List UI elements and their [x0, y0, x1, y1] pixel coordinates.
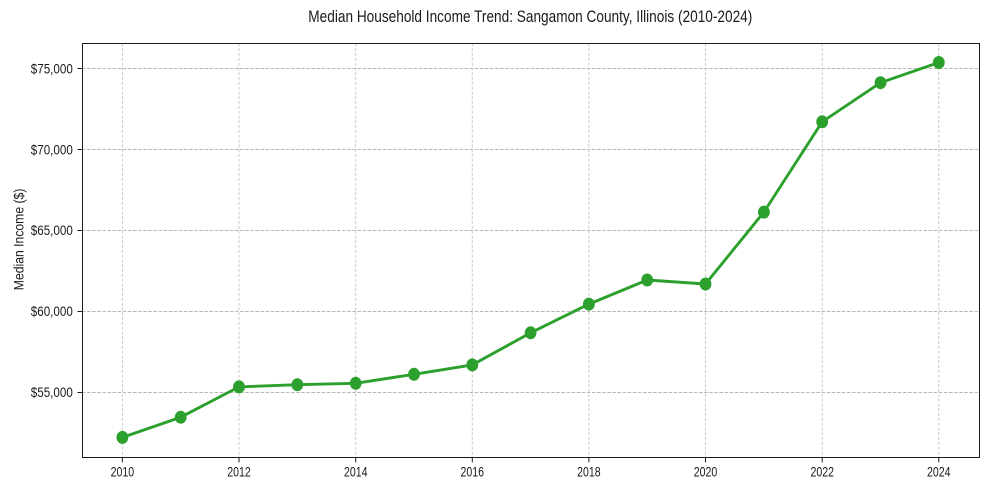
svg-text:Median Income ($): Median Income ($) [11, 189, 27, 291]
svg-text:2014: 2014 [344, 464, 368, 480]
svg-text:$65,000: $65,000 [31, 222, 73, 238]
svg-text:2018: 2018 [577, 464, 601, 480]
svg-text:$75,000: $75,000 [31, 60, 73, 76]
svg-text:Median Household Income Trend:: Median Household Income Trend: Sangamon … [308, 7, 752, 26]
svg-text:2024: 2024 [927, 464, 951, 480]
svg-text:2016: 2016 [461, 464, 485, 480]
svg-text:2020: 2020 [694, 464, 718, 480]
svg-text:$60,000: $60,000 [31, 303, 73, 319]
svg-text:$55,000: $55,000 [31, 384, 73, 400]
svg-text:$70,000: $70,000 [31, 141, 73, 157]
svg-text:2022: 2022 [810, 464, 834, 480]
svg-text:2012: 2012 [227, 464, 251, 480]
svg-text:2010: 2010 [111, 464, 135, 480]
